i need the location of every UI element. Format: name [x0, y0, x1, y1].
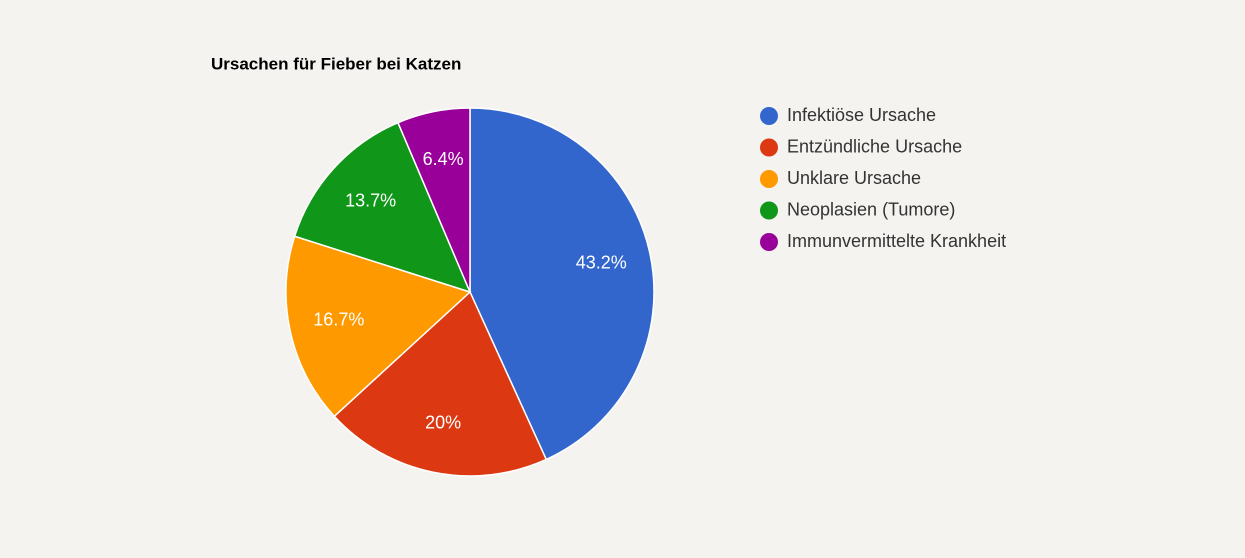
- pie-slice: [333, 290, 548, 477]
- legend-label: Unklare Ursache: [787, 168, 921, 188]
- legend-label: Neoplasien (Tumore): [787, 199, 955, 219]
- legend-swatch: [760, 107, 778, 125]
- legend-swatch: [760, 170, 778, 188]
- pie-slice: [285, 235, 472, 418]
- legend-swatch: [760, 233, 778, 251]
- legend-label: Infektiöse Ursache: [787, 105, 936, 125]
- chart-title: Ursachen für Fieber bei Katzen: [211, 54, 461, 73]
- pie-slice: [397, 107, 471, 293]
- slice-label: 13.7%: [345, 190, 396, 210]
- pie-slice: [469, 107, 655, 461]
- slice-label: 16.7%: [313, 310, 364, 330]
- legend-label: Entzündliche Ursache: [787, 136, 962, 156]
- slice-label: 20%: [425, 412, 461, 432]
- legend-swatch: [760, 201, 778, 220]
- slice-label: 43.2%: [576, 252, 627, 272]
- slice-label: 6.4%: [423, 149, 464, 169]
- pie-slice: [293, 121, 472, 294]
- legend-label: Immunvermittelte Krankheit: [787, 231, 1006, 251]
- legend-swatch: [760, 138, 778, 157]
